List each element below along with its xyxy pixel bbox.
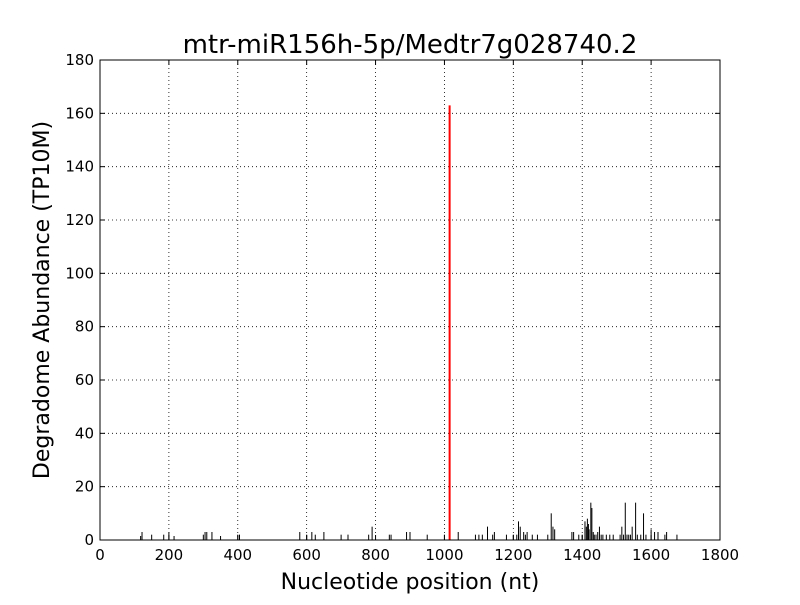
y-axis-label: Degradome Abundance (TP10M) [30, 121, 55, 479]
x-axis-label: Nucleotide position (nt) [281, 570, 540, 595]
y-tick-label: 80 [75, 318, 94, 336]
x-tick-label: 1200 [494, 546, 532, 564]
y-tick-label: 40 [75, 424, 94, 442]
data-bars [140, 105, 678, 540]
y-tick-label: 100 [65, 264, 94, 282]
x-tick-label: 1800 [701, 546, 739, 564]
x-tick-label: 400 [223, 546, 252, 564]
x-tick-label: 200 [155, 546, 184, 564]
y-tick-label: 140 [65, 158, 94, 176]
y-tick-label: 120 [65, 211, 94, 229]
chart-title: mtr-miR156h-5p/Medtr7g028740.2 [183, 30, 638, 60]
y-tick-label: 160 [65, 104, 94, 122]
x-tick-label: 1600 [632, 546, 670, 564]
x-tick-label: 1400 [563, 546, 601, 564]
y-tick-label: 20 [75, 478, 94, 496]
x-tick-label: 0 [95, 546, 105, 564]
grid [100, 60, 720, 540]
y-tick-label: 0 [84, 531, 94, 549]
axis-ticks: 0 200 400 600 800 1000 1200 1400 1600 1800 0 20 40 60… [65, 51, 739, 564]
y-tick-label: 60 [75, 371, 94, 389]
x-tick-label: 600 [292, 546, 321, 564]
y-tick-label: 180 [65, 51, 94, 69]
plot-frame [99, 59, 721, 541]
x-tick-label: 1000 [425, 546, 463, 564]
x-tick-label: 800 [361, 546, 390, 564]
